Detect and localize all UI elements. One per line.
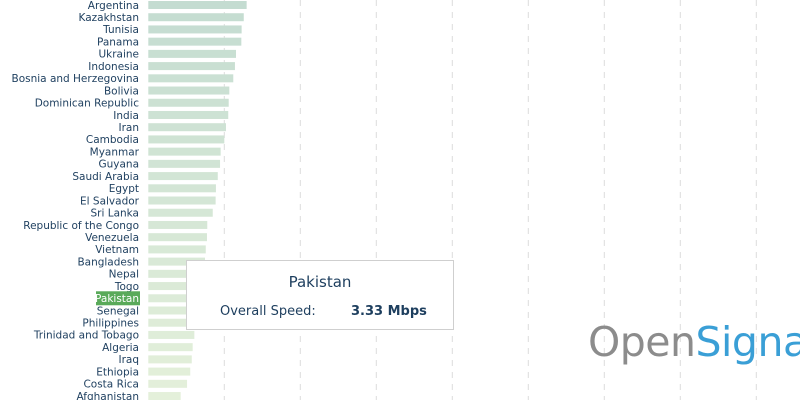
category-label[interactable]: Tunisia [102,24,139,36]
category-label[interactable]: Venezuela [85,232,139,244]
bar-vietnam[interactable] [148,245,206,254]
category-label[interactable]: Bosnia and Herzegovina [12,73,140,85]
tooltip-title: Pakistan [288,273,352,291]
category-label[interactable]: Bangladesh [77,256,139,268]
category-label[interactable]: Togo [114,281,139,293]
bar-bolivia[interactable] [148,86,230,95]
bar-ethiopia[interactable] [148,367,191,376]
bar-pakistan[interactable] [148,294,199,303]
category-label[interactable]: Argentina [88,0,139,12]
category-label[interactable]: Costa Rica [83,379,139,391]
tooltip-value: 3.33 Mbps [351,304,427,319]
category-label[interactable]: Senegal [97,305,139,317]
highlight-label-bg [96,291,140,306]
category-label[interactable]: Guyana [98,159,139,171]
bar-philippines[interactable] [148,318,198,327]
bar-indonesia[interactable] [148,62,235,71]
bar-costa-rica[interactable] [148,379,188,388]
category-label[interactable]: Pakistan [95,293,139,305]
logo-open: Open [588,318,696,366]
bar-panama[interactable] [148,37,242,46]
bar-kazakhstan[interactable] [148,13,244,22]
category-label[interactable]: Myanmar [90,146,140,158]
bar-venezuela[interactable] [148,233,207,242]
category-label[interactable]: Ukraine [98,49,139,61]
category-label[interactable]: Philippines [82,318,139,330]
bar-nepal[interactable] [148,269,204,278]
bar-argentina[interactable] [148,1,247,9]
bar-republic-of-the-congo[interactable] [148,220,208,229]
bar-tunisia[interactable] [148,25,242,34]
bar-sri-lanka[interactable] [148,208,213,217]
tooltip: Pakistan Overall Speed: 3.33 Mbps [186,260,454,330]
bar-egypt[interactable] [148,184,216,193]
bar-cambodia[interactable] [148,135,225,144]
bar-bosnia-and-herzegovina[interactable] [148,74,234,83]
bar-bangladesh[interactable] [148,257,205,266]
bar-iran[interactable] [148,123,226,132]
category-label[interactable]: Vietnam [95,244,139,256]
category-label[interactable]: Republic of the Congo [23,220,139,232]
opensignal-logo: OpenSignal [588,318,800,366]
tooltip-key: Overall Speed: [220,304,316,319]
category-label[interactable]: Saudi Arabia [72,171,139,183]
bar-senegal[interactable] [148,306,199,315]
category-label[interactable]: Algeria [102,342,139,354]
bar-ukraine[interactable] [148,49,237,58]
category-label[interactable]: Nepal [109,269,139,281]
category-label[interactable]: Trinidad and Tobago [33,330,139,342]
category-label[interactable]: Ethiopia [96,366,139,378]
bar-guyana[interactable] [148,159,221,168]
category-label[interactable]: Iraq [118,354,139,366]
bar-dominican-republic[interactable] [148,98,229,107]
category-label[interactable]: Dominican Republic [35,98,140,110]
logo-signal: Signal [695,318,800,366]
bar-trinidad-and-tobago[interactable] [148,330,195,339]
category-label[interactable]: Cambodia [86,134,139,146]
bar-myanmar[interactable] [148,147,221,156]
bar-india[interactable] [148,110,229,119]
category-label[interactable]: Kazakhstan [79,12,140,24]
category-label[interactable]: Iran [118,122,139,134]
bar-iraq[interactable] [148,355,192,364]
category-label[interactable]: Afghanistan [76,391,139,400]
category-label[interactable]: Panama [97,36,139,48]
category-label[interactable]: El Salvador [80,195,140,207]
category-label[interactable]: Indonesia [88,61,139,73]
category-label[interactable]: Sri Lanka [90,208,139,220]
bar-saudi-arabia[interactable] [148,172,218,181]
bar-algeria[interactable] [148,343,193,352]
category-label[interactable]: India [113,110,139,122]
bar-togo[interactable] [148,282,202,291]
category-label[interactable]: Bolivia [104,85,139,97]
category-label[interactable]: Egypt [109,183,139,195]
bar-afghanistan[interactable] [148,392,181,400]
bar-el-salvador[interactable] [148,196,216,205]
